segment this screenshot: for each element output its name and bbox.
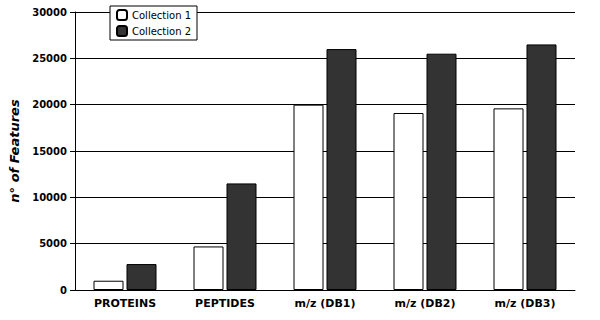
- svg-text:5000: 5000: [39, 238, 67, 249]
- svg-text:0: 0: [60, 285, 67, 296]
- svg-text:Collection 1: Collection 1: [132, 10, 191, 21]
- svg-text:25000: 25000: [32, 53, 67, 64]
- svg-text:n° of Features: n° of Features: [7, 99, 22, 203]
- svg-text:m/z (DB2): m/z (DB2): [395, 297, 456, 310]
- svg-text:m/z (DB1): m/z (DB1): [295, 297, 356, 310]
- svg-text:PEPTIDES: PEPTIDES: [195, 297, 255, 310]
- svg-text:PROTEINS: PROTEINS: [94, 297, 156, 310]
- svg-text:30000: 30000: [32, 7, 67, 18]
- svg-text:15000: 15000: [32, 146, 67, 157]
- svg-text:m/z (DB3): m/z (DB3): [495, 297, 556, 310]
- svg-text:10000: 10000: [32, 192, 67, 203]
- svg-text:20000: 20000: [32, 99, 67, 110]
- svg-text:Collection 2: Collection 2: [132, 26, 191, 37]
